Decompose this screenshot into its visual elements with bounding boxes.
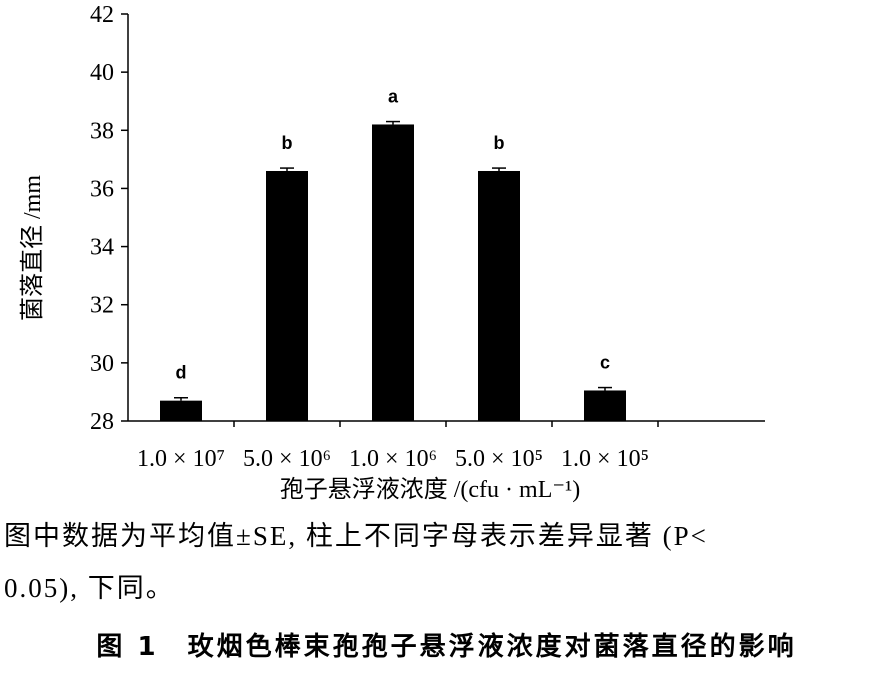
significance-label: b	[282, 133, 293, 153]
significance-label: a	[388, 87, 399, 107]
x-category-label: 5.0 × 10⁵	[455, 446, 543, 472]
figure-caption: 图 1 玫烟色棒束孢孢子悬浮液浓度对菌落直径的影响	[96, 632, 797, 662]
y-axis-ticks: 28 30 32 34 36 38 40 42	[90, 2, 128, 435]
bar	[478, 170, 520, 421]
x-category-label: 1.0 × 10⁵	[561, 446, 649, 472]
y-tick-label: 42	[90, 2, 114, 28]
bars-group: d b a b c	[160, 87, 626, 421]
bar	[372, 124, 414, 421]
y-tick-label: 34	[90, 235, 114, 261]
figure-note-line-2: 0.05), 下同。	[4, 573, 175, 603]
y-tick-label: 28	[90, 409, 114, 435]
significance-label: b	[494, 133, 505, 153]
figure-note-line-1: 图中数据为平均值±SE, 柱上不同字母表示差异显著 (P<	[4, 521, 708, 551]
bar-chart: 28 30 32 34 36 38 40 42 d b a b c 1.0 × 10⁷ 5.0 × 10…	[19, 2, 765, 503]
x-axis-categories: 1.0 × 10⁷ 5.0 × 10⁶ 1.0 × 10⁶ 5.0 × 10⁵ 1.0 …	[137, 421, 659, 472]
bar	[266, 170, 308, 421]
significance-label: d	[176, 363, 187, 383]
x-category-label: 1.0 × 10⁷	[137, 446, 225, 472]
x-category-label: 5.0 × 10⁶	[243, 446, 331, 472]
x-axis-title: 孢子悬浮液浓度 /(cfu · mL⁻¹)	[280, 476, 580, 503]
significance-label: c	[600, 353, 610, 373]
y-tick-label: 30	[90, 351, 114, 377]
bar	[160, 400, 202, 421]
y-axis-title: 菌落直径 /mm	[19, 175, 46, 321]
bar	[584, 390, 626, 421]
y-tick-label: 36	[90, 176, 114, 202]
x-category-label: 1.0 × 10⁶	[349, 446, 437, 472]
y-tick-label: 40	[90, 60, 114, 86]
y-tick-label: 38	[90, 118, 114, 144]
y-tick-label: 32	[90, 293, 114, 319]
